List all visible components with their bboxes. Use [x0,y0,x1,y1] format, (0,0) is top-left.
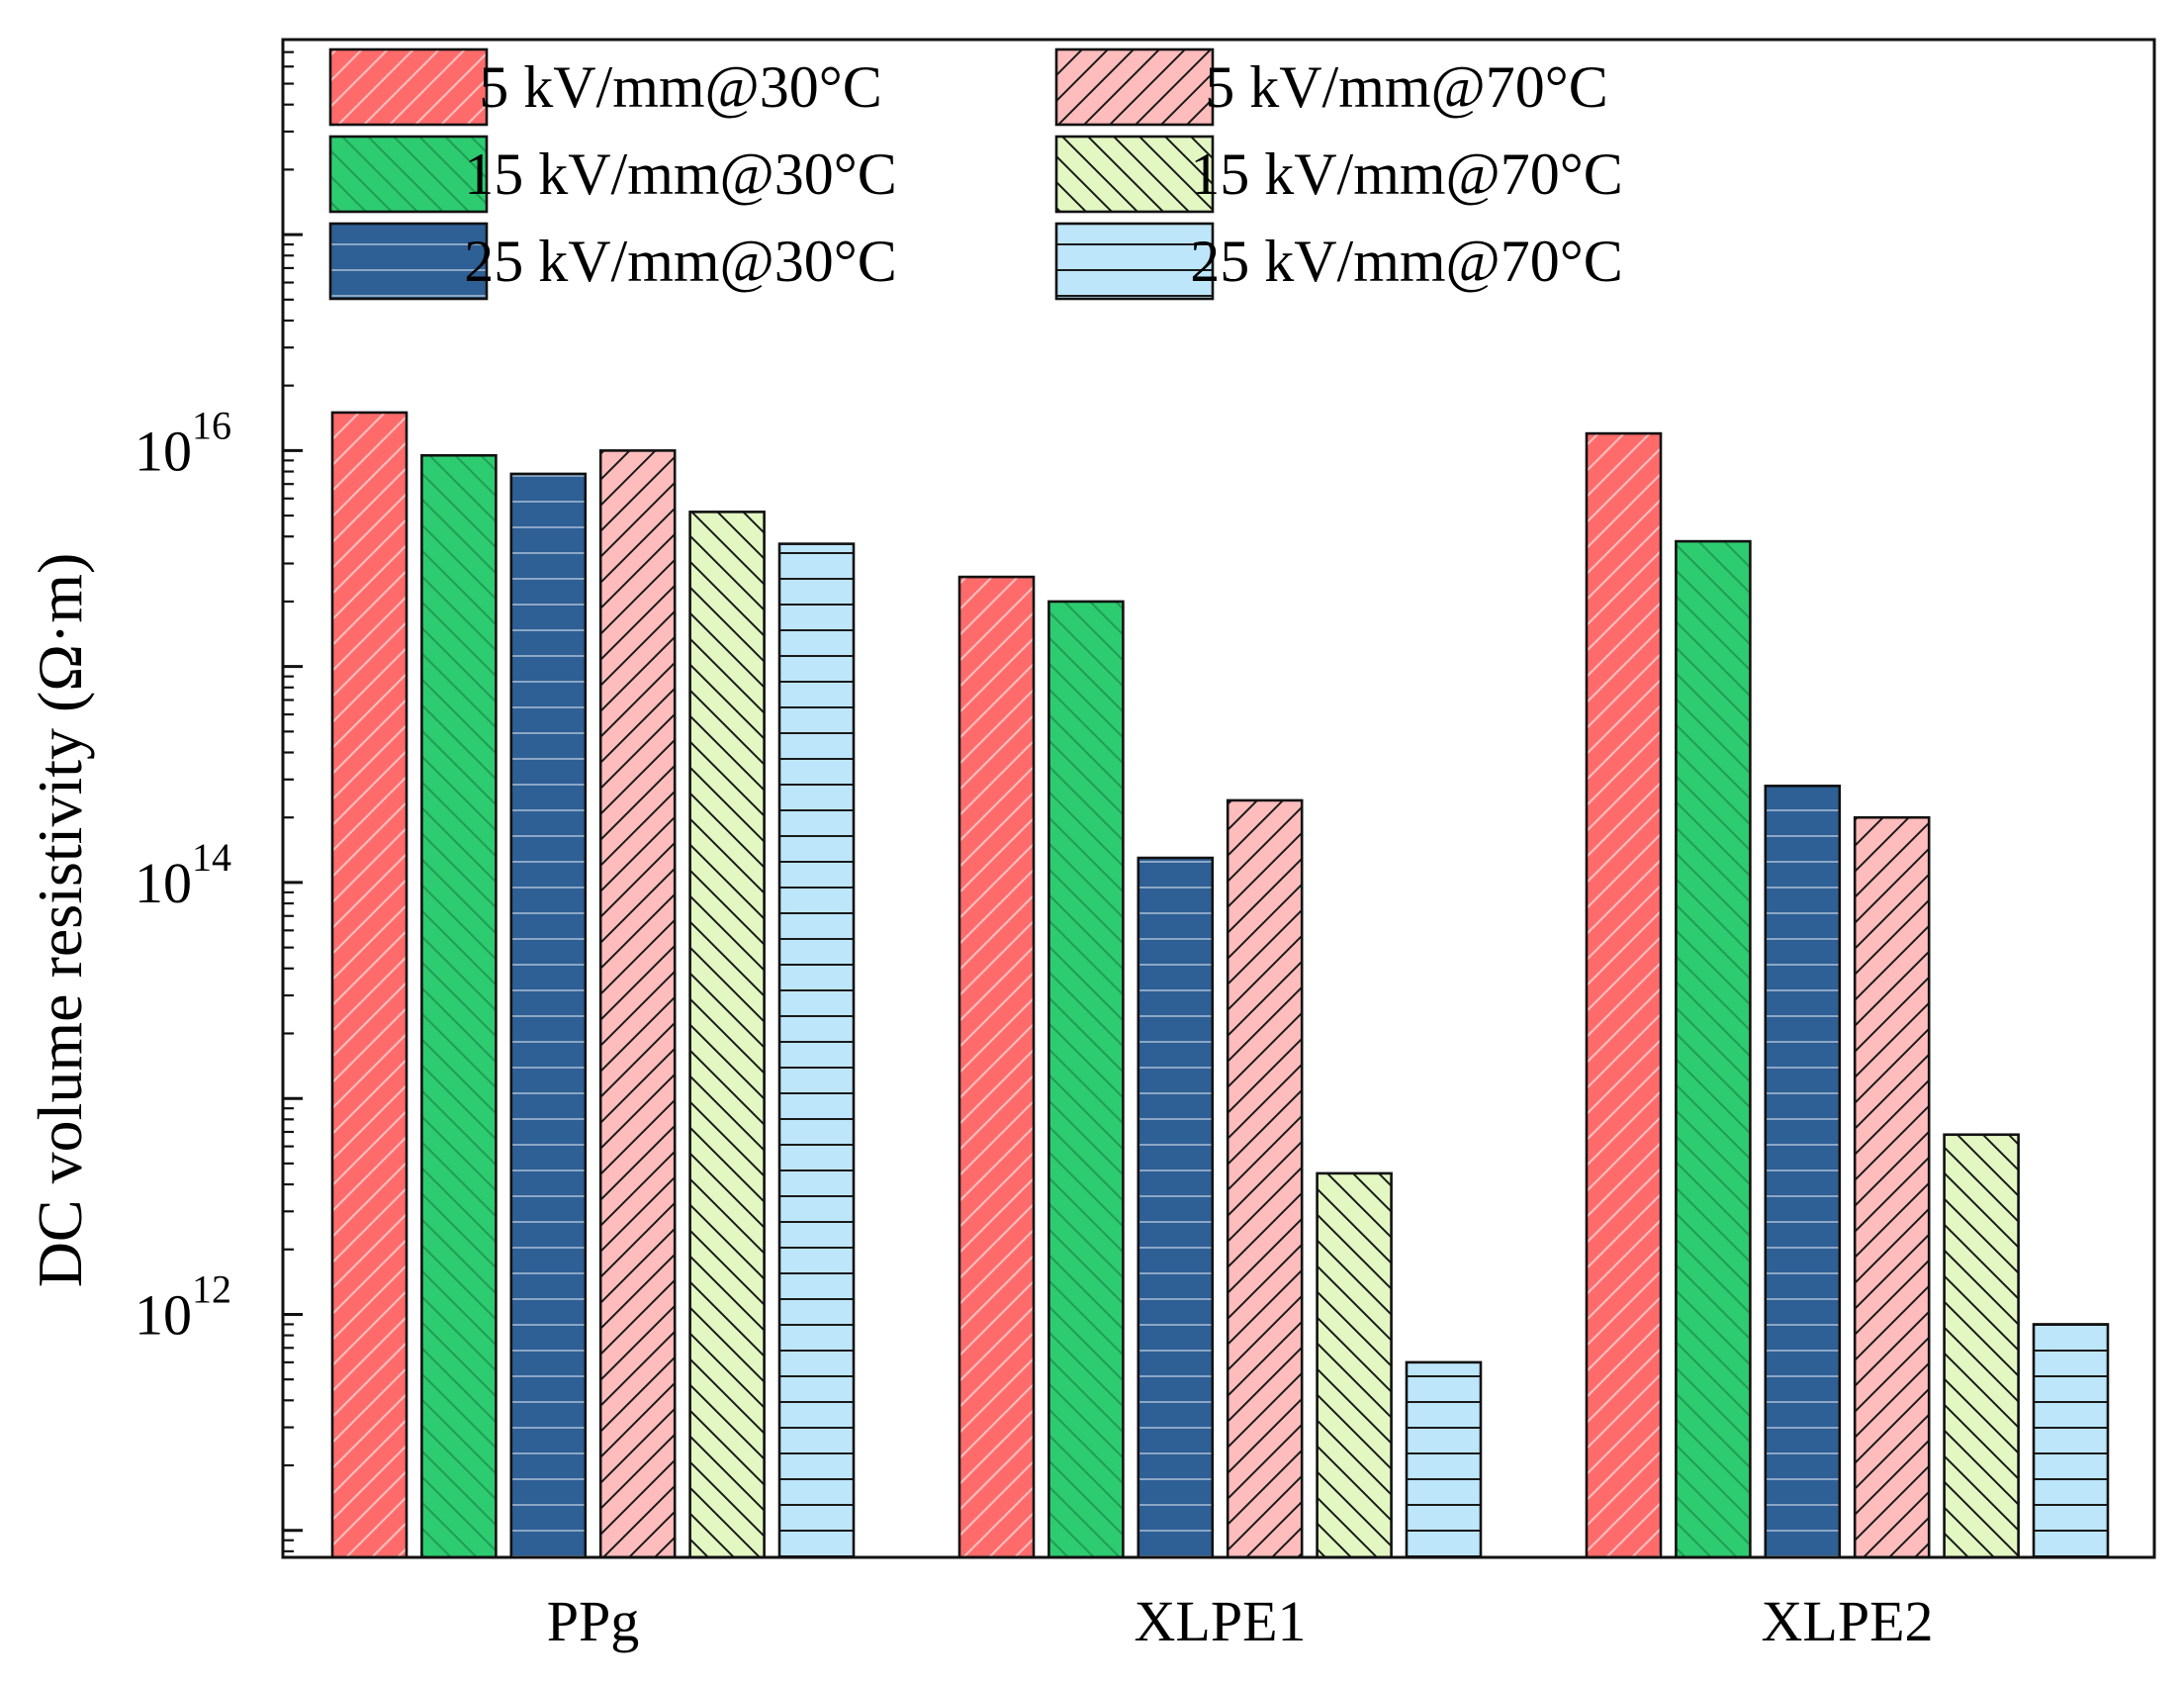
bar-ppg-series-4-hatch [598,449,677,1559]
bar-xlpe1-series-1-hatch [957,575,1036,1559]
x-tick-label-xlpe1: XLPE1 [1135,1589,1307,1653]
x-tick-label-ppg: PPg [547,1589,640,1653]
bar-group-ppg [330,411,856,1559]
y-tick-label-12: 10 12 [135,1266,231,1347]
bar-group-xlpe1 [957,575,1483,1559]
legend-item-6: 25 kV/mm@70°C [1054,222,1623,301]
legend-swatch-hatch-3 [328,222,489,301]
legend-item-4: 5 kV/mm@70°C [1054,47,1608,127]
legend-label-5: 15 kV/mm@70°C [1190,141,1623,207]
y-axis-title: DC volume resistivity (Ω·m) [25,553,95,1288]
legend-label-4: 5 kV/mm@70°C [1205,54,1608,120]
y-tick-exponent: 12 [192,1266,231,1311]
bar-group-xlpe2 [1585,431,2110,1559]
y-tick-label-14: 10 14 [135,835,231,915]
legend-item-5: 15 kV/mm@70°C [1054,135,1623,214]
y-tick-base: 10 [135,851,192,915]
bar-xlpe2-series-4-hatch [1853,815,1931,1559]
bar-ppg-series-6-hatch [777,542,856,1559]
bar-xlpe1-series-6-hatch [1405,1360,1483,1559]
legend-label-2: 15 kV/mm@30°C [464,141,897,207]
legend-swatch-hatch-5 [1054,135,1215,214]
bar-ppg-series-2-hatch [420,453,498,1559]
legend-item-3: 25 kV/mm@30°C [328,222,897,301]
bar-ppg-series-3-hatch [509,472,588,1559]
bar-ppg-series-1-hatch [330,411,409,1559]
y-tick-exponent: 16 [192,403,231,447]
bars-layer [330,411,2110,1559]
bar-xlpe1-series-4-hatch [1226,798,1304,1559]
bar-xlpe1-series-3-hatch [1137,856,1215,1559]
y-tick-exponent: 14 [192,835,231,880]
bar-xlpe2-series-2-hatch [1675,539,1752,1559]
legend: 5 kV/mm@30°C 15 kV/mm@30°C 25 kV/mm@30°C 5 … [328,47,1623,301]
bar-xlpe1-series-5-hatch [1316,1171,1393,1559]
bar-xlpe2-series-3-hatch [1764,785,1842,1559]
legend-label-6: 25 kV/mm@70°C [1190,229,1623,294]
plot-frame [281,38,2156,1559]
legend-item-1: 5 kV/mm@30°C [328,47,882,127]
bar-xlpe2-series-5-hatch [1943,1133,2020,1559]
y-tick-base: 10 [135,1282,192,1347]
legend-swatch-hatch-2 [328,135,489,214]
legend-label-3: 25 kV/mm@30°C [464,229,897,294]
bar-ppg-series-5-hatch [688,511,766,1559]
bar-xlpe2-series-6-hatch [2032,1323,2110,1559]
legend-swatch-hatch-1 [328,47,489,127]
x-tick-label-xlpe2: XLPE2 [1762,1589,1934,1653]
bar-xlpe2-series-1-hatch [1585,431,1663,1559]
legend-label-1: 5 kV/mm@30°C [479,54,882,120]
legend-item-2: 15 kV/mm@30°C [328,135,897,214]
y-tick-base: 10 [135,419,192,483]
legend-swatch-hatch-6 [1054,222,1215,301]
legend-swatch-hatch-4 [1054,47,1215,127]
y-tick-label-16: 10 16 [135,403,231,483]
bar-xlpe1-series-2-hatch [1047,600,1125,1559]
